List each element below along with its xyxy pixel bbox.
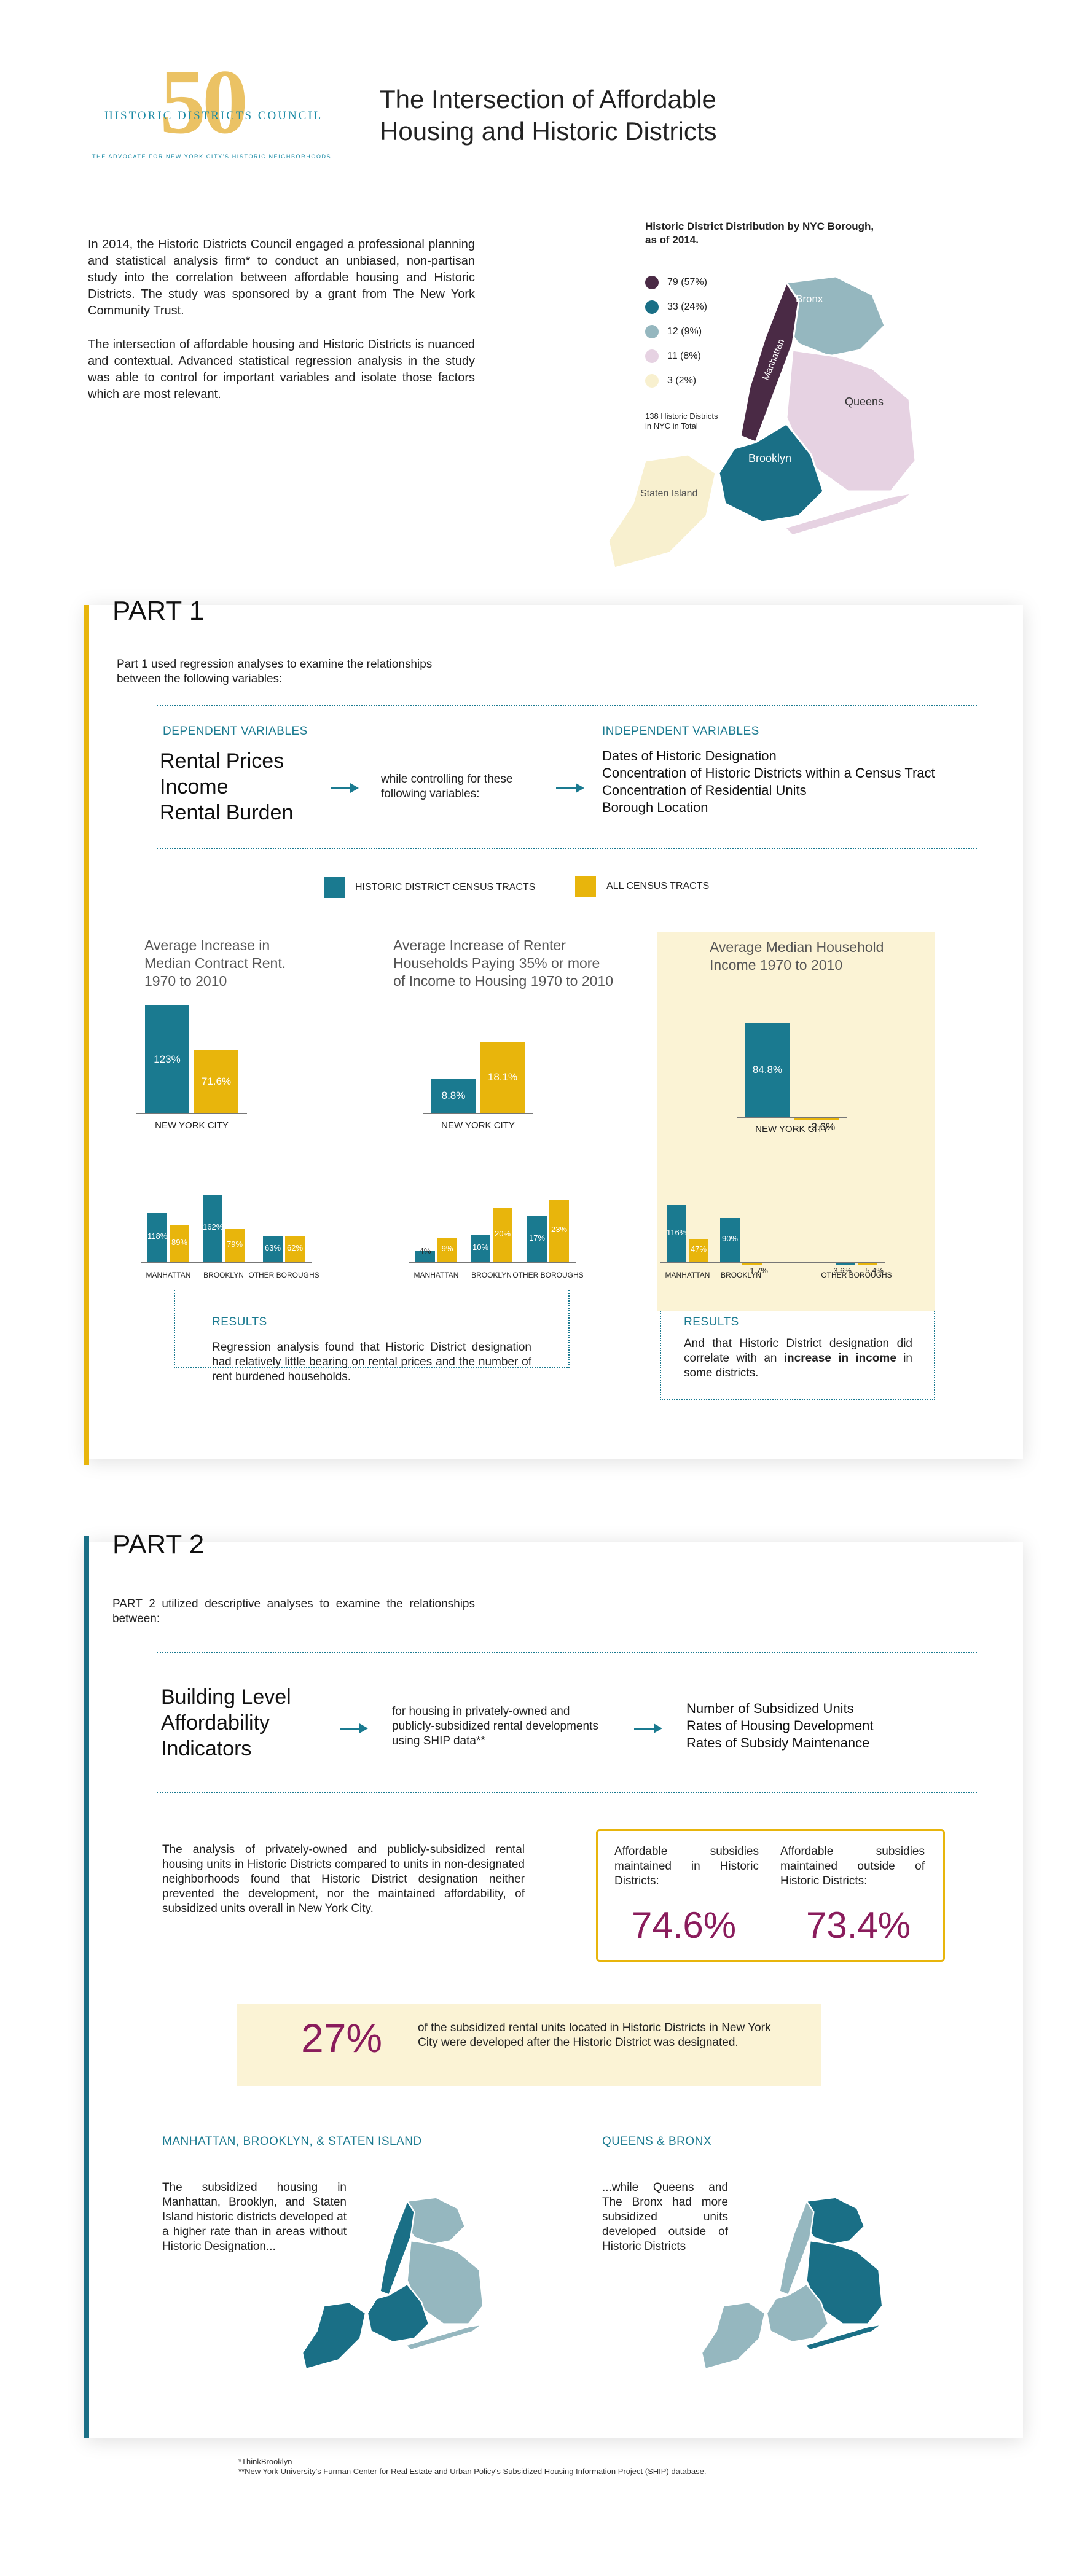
- footnote-2: **New York University's Furman Center fo…: [238, 2467, 707, 2476]
- staten-island-shape: [607, 453, 717, 569]
- indep-var: Borough Location: [602, 800, 708, 815]
- intro-text: In 2014, the Historic Districts Council …: [88, 236, 475, 420]
- maint-in-value: 74.6%: [632, 1905, 737, 1946]
- logo-name: HISTORIC DISTRICTS COUNCIL: [104, 109, 323, 122]
- indep-var: Concentration of Residential Units: [602, 783, 807, 798]
- title-line-1: The Intersection of Affordable: [380, 85, 716, 114]
- legend-label-all: ALL CENSUS TRACTS: [606, 881, 710, 891]
- intro-paragraph-1: In 2014, the Historic Districts Council …: [88, 238, 475, 318]
- part1-intro: Part 1 used regression analyses to exami…: [117, 658, 433, 685]
- maint-out-label: Affordable subsidies maintained outside …: [780, 1845, 925, 1887]
- indicator-line: Affordability: [161, 1711, 270, 1735]
- label-bronx: Bronx: [796, 293, 823, 305]
- legend-item: 12 (9%): [645, 319, 707, 344]
- footnotes: *ThinkBrooklyn **New York University's F…: [238, 2457, 706, 2476]
- legend-item: 3 (2%): [645, 369, 707, 393]
- dep-var: Income: [160, 775, 229, 798]
- dependent-variables-label: DEPENDENT VARIABLES: [163, 725, 308, 738]
- label-staten-island: Staten Island: [640, 488, 697, 499]
- legend-dot: [645, 325, 659, 338]
- analysis-text: The analysis of privately-owned and publ…: [162, 1843, 525, 1915]
- indep-var: Dates of Historic Designation: [602, 748, 777, 763]
- qb-label: QUEENS & BRONX: [602, 2135, 712, 2148]
- for-housing-text: for housing in privately-owned and publi…: [392, 1705, 598, 1747]
- pct27-text: of the subsidized rental units located i…: [418, 2021, 771, 2049]
- dependent-variables-list: Rental Prices Income Rental Burden: [160, 748, 293, 825]
- part2-accent-bar: [84, 1536, 89, 2438]
- legend-item: 79 (57%): [645, 270, 707, 295]
- pct27-panel: [237, 2004, 821, 2086]
- independent-variables-label: INDEPENDENT VARIABLES: [602, 725, 759, 738]
- legend-dot: [645, 349, 659, 363]
- results-text-2: And that Historic District designation d…: [684, 1337, 912, 1380]
- maintenance-box: [596, 1829, 945, 1962]
- dep-var: Rental Burden: [160, 801, 294, 824]
- qb-text: ...while Queens and The Bronx had more s…: [602, 2181, 728, 2253]
- label-brooklyn: Brooklyn: [748, 452, 791, 464]
- controlling-text: while controlling for these following va…: [381, 773, 513, 800]
- title-line-2: Housing and Historic Districts: [380, 117, 717, 146]
- legend-dot: [645, 300, 659, 314]
- legend-dot: [645, 374, 659, 388]
- affordability-indicators: Building Level Affordability Indicators: [161, 1684, 291, 1762]
- arrow-icon: [340, 1723, 368, 1733]
- maint-in-label: Affordable subsidies maintained in Histo…: [614, 1845, 759, 1887]
- outcome: Number of Subsidized Units: [686, 1701, 854, 1716]
- results-label-2: RESULTS: [684, 1316, 739, 1329]
- results-text-1: Regression analysis found that Historic …: [212, 1341, 531, 1383]
- chart-title-rent-burden: Average Increase of Renter Households Pa…: [393, 937, 614, 989]
- results-box-1: [174, 1290, 570, 1368]
- outcome: Rates of Housing Development: [686, 1718, 874, 1733]
- divider: [157, 1652, 977, 1653]
- legend-item: 33 (24%): [645, 295, 707, 319]
- indicator-line: Building Level: [161, 1685, 291, 1709]
- chart-title-rent: Average Increase in Median Contract Rent…: [144, 937, 286, 989]
- income-panel: [657, 932, 935, 1311]
- map-legend: 79 (57%) 33 (24%) 12 (9%) 11 (8%) 3 (2%): [645, 270, 707, 393]
- arrow-icon: [556, 783, 584, 793]
- divider: [157, 848, 977, 849]
- page-title: The Intersection of Affordable Housing a…: [380, 84, 717, 147]
- mbs-text: The subsidized housing in Manhattan, Bro…: [162, 2181, 347, 2253]
- logo-number: 50: [160, 51, 248, 153]
- arrow-icon: [331, 783, 359, 793]
- part1-title: PART 1: [112, 596, 205, 626]
- part2-intro: PART 2 utilized descriptive analyses to …: [112, 1598, 475, 1625]
- maint-out-value: 73.4%: [806, 1905, 911, 1946]
- arrow-icon: [634, 1723, 662, 1733]
- indicator-line: Indicators: [161, 1737, 252, 1760]
- part2-title: PART 2: [112, 1529, 205, 1559]
- map-total-note: 138 Historic Districts in NYC in Total: [645, 412, 718, 431]
- pct27-value: 27%: [301, 2015, 383, 2061]
- dep-var: Rental Prices: [160, 749, 284, 773]
- map-qb: [700, 2196, 884, 2370]
- part1-accent-bar: [84, 605, 89, 1465]
- legend-dot: [645, 276, 659, 289]
- brooklyn-shape: [718, 423, 825, 523]
- map-mbs: [301, 2196, 484, 2370]
- logo-tagline: THE ADVOCATE FOR NEW YORK CITY'S HISTORI…: [92, 154, 332, 160]
- legend-label-historic: HISTORIC DISTRICT CENSUS TRACTS: [355, 882, 536, 892]
- legend-swatch-all: [575, 876, 596, 897]
- logo: 50 HISTORIC DISTRICTS COUNCIL THE ADVOCA…: [86, 51, 332, 166]
- legend-item: 11 (8%): [645, 344, 707, 369]
- divider: [157, 1792, 977, 1793]
- legend-swatch-historic: [324, 877, 345, 898]
- results-label-1: RESULTS: [212, 1316, 267, 1329]
- footnote-1: *ThinkBrooklyn: [238, 2457, 292, 2466]
- label-queens: Queens: [845, 396, 884, 408]
- outcome: Rates of Subsidy Maintenance: [686, 1735, 870, 1751]
- indep-var: Concentration of Historic Districts with…: [602, 765, 935, 781]
- map-title: Historic District Distribution by NYC Bo…: [645, 221, 874, 246]
- results-box-2: [660, 1311, 935, 1400]
- independent-variables-list: Dates of Historic Designation Concentrat…: [602, 747, 935, 816]
- intro-paragraph-2: The intersection of affordable housing a…: [88, 338, 475, 401]
- nyc-borough-map: Bronx Manhattan Queens Brooklyn Staten I…: [607, 275, 917, 569]
- outcomes-list: Number of Subsidized Units Rates of Hous…: [686, 1700, 874, 1752]
- mbs-label: MANHATTAN, BROOKLYN, & STATEN ISLAND: [162, 2135, 422, 2148]
- divider: [157, 705, 977, 706]
- rockaway-shape: [786, 494, 909, 534]
- chart-title-income: Average Median Household Income 1970 to …: [710, 939, 884, 973]
